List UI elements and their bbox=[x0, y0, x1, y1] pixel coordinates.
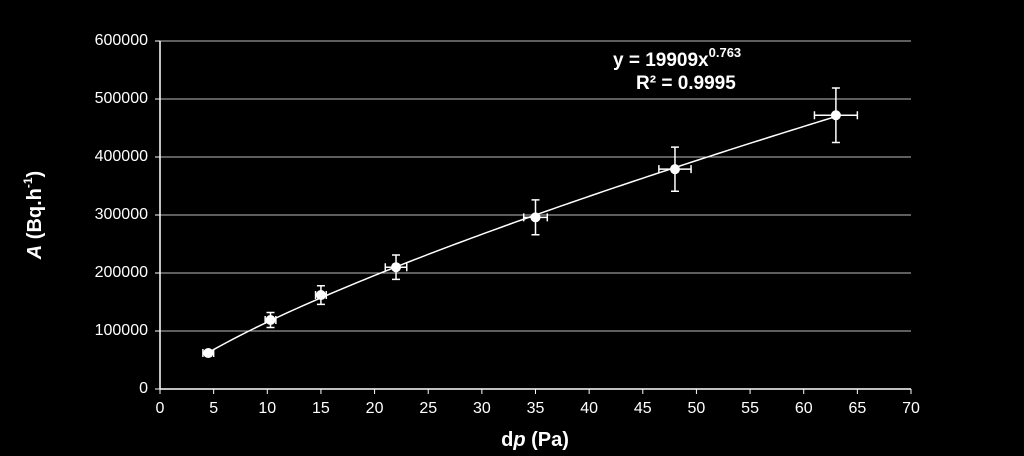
point bbox=[315, 290, 326, 301]
x-tick-label: 60 bbox=[795, 400, 813, 417]
trendline-equation: y = 19909x0.763 bbox=[613, 45, 741, 71]
y-tick-label: 0 bbox=[139, 380, 148, 397]
x-tick-label: 30 bbox=[473, 400, 491, 417]
y-tick-label: 500000 bbox=[95, 90, 148, 107]
x-tick-label: 70 bbox=[902, 400, 920, 417]
x-tick-label: 0 bbox=[156, 400, 165, 417]
point bbox=[530, 212, 541, 223]
y-tick-label: 600000 bbox=[95, 32, 148, 49]
point bbox=[830, 110, 841, 121]
trendline bbox=[207, 115, 837, 354]
x-title-italic: p bbox=[512, 429, 525, 451]
point bbox=[265, 314, 276, 325]
point bbox=[669, 164, 680, 175]
x-tick-label: 55 bbox=[741, 400, 759, 417]
x-tick-label: 10 bbox=[258, 400, 276, 417]
x-tick-label: 25 bbox=[419, 400, 437, 417]
x-tick-label: 40 bbox=[580, 400, 598, 417]
y-title-part: ) bbox=[24, 171, 46, 178]
x-tick-label: 20 bbox=[366, 400, 384, 417]
equation-exponent: 0.763 bbox=[709, 45, 742, 60]
point bbox=[391, 262, 402, 273]
x-tick-label: 5 bbox=[209, 400, 218, 417]
point bbox=[203, 348, 214, 359]
y-tick-label: 400000 bbox=[95, 148, 148, 165]
y-tick-label: 100000 bbox=[95, 322, 148, 339]
y-tick-label: 200000 bbox=[95, 264, 148, 281]
y-tick-label: 300000 bbox=[95, 206, 148, 223]
y-title-part: (Bq.h bbox=[24, 188, 46, 245]
y-title-italic: A bbox=[24, 245, 46, 260]
x-axis-title: dp (Pa) bbox=[501, 429, 569, 451]
x-tick-label: 15 bbox=[312, 400, 330, 417]
y-title-superscript: -1 bbox=[21, 177, 35, 188]
x-title-part: d bbox=[501, 429, 513, 451]
equation-text: y = 19909x bbox=[613, 50, 709, 71]
trendline-r-squared: R² = 0.9995 bbox=[636, 73, 736, 94]
x-tick-label: 50 bbox=[688, 400, 706, 417]
x-tick-label: 45 bbox=[634, 400, 652, 417]
x-tick-label: 35 bbox=[527, 400, 545, 417]
x-title-part: (Pa) bbox=[526, 429, 569, 451]
x-tick-label: 65 bbox=[848, 400, 866, 417]
y-axis-title: A (Bq.h-1) bbox=[21, 171, 46, 260]
